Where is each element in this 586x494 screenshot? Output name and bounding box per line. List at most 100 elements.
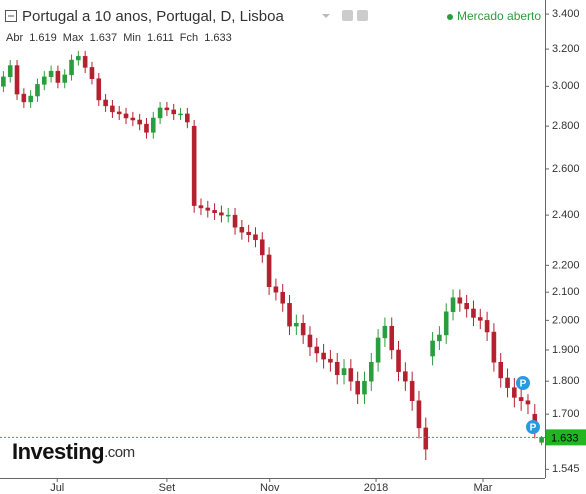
event-marker-label: P — [520, 379, 527, 390]
y-tick-label: 2.100 — [552, 286, 580, 298]
candle-body — [191, 125, 197, 206]
candle-body — [409, 380, 415, 401]
candle-body — [150, 117, 156, 133]
y-tick-label: 1.900 — [552, 344, 580, 356]
candle-body — [477, 317, 483, 321]
candle-body — [123, 113, 129, 119]
candle-body — [116, 111, 122, 115]
candle-body — [539, 437, 544, 443]
candle-body — [157, 107, 163, 119]
x-tick-label: Set — [159, 482, 176, 494]
price-label: 1.633 — [551, 432, 579, 444]
candle-body — [443, 311, 449, 336]
candle-body — [450, 297, 456, 313]
y-tick-label: 3.400 — [552, 8, 580, 20]
status-dot — [447, 14, 453, 20]
candle-body — [389, 325, 395, 351]
candle-body — [491, 331, 497, 363]
y-tick-label: 1.700 — [552, 408, 580, 420]
candle-body — [294, 323, 299, 327]
candle-body — [69, 59, 74, 76]
candle-body — [96, 78, 102, 101]
y-tick-label: 2.600 — [552, 163, 580, 175]
ohlc-value: 1.619 — [29, 32, 57, 44]
ohlc-label: Fch — [180, 32, 198, 44]
candle-body — [253, 234, 258, 240]
watermark: Investing.com — [12, 439, 135, 464]
candle-body — [212, 210, 217, 213]
price-label-box — [546, 429, 586, 446]
candle-body — [28, 95, 33, 103]
candle-body — [103, 99, 108, 107]
candle-body — [246, 231, 251, 235]
candle-body — [1, 76, 6, 87]
candle-body — [273, 286, 279, 293]
ohlc-legend: Abr 1.619 Max 1.637 Min 1.611 Fch 1.633 — [6, 32, 232, 44]
candle-body — [266, 254, 272, 287]
ohlc-label: Min — [123, 32, 141, 44]
candle-body — [512, 387, 517, 398]
candle-body — [437, 334, 442, 342]
candle-body — [171, 109, 177, 115]
dropdown-arrow[interactable] — [322, 14, 330, 18]
candle-body — [41, 76, 47, 85]
candle-body — [7, 65, 13, 78]
candle-body — [205, 207, 211, 211]
x-tick-label: Jul — [50, 482, 64, 494]
candle-body — [314, 346, 320, 354]
ohlc-value: 1.633 — [204, 32, 232, 44]
market-status: Mercado aberto — [457, 9, 541, 23]
candle-body — [355, 380, 360, 395]
candle-body — [375, 337, 381, 363]
event-marker-label: P — [530, 423, 537, 434]
settings-icon[interactable] — [357, 10, 368, 21]
candle-body — [35, 84, 40, 97]
x-tick-label: Mar — [474, 482, 493, 494]
candle-body — [21, 93, 27, 103]
candle-body — [416, 400, 422, 429]
candle-body — [137, 119, 142, 125]
candle-body — [225, 214, 231, 217]
x-tick-label: Nov — [260, 482, 280, 494]
candle-body — [76, 56, 81, 61]
candle-body — [287, 303, 292, 327]
x-tick-label: 2018 — [364, 482, 388, 494]
ohlc-label: Max — [63, 32, 84, 44]
candle-body — [144, 123, 149, 133]
candle-body — [219, 212, 224, 216]
candle-body — [280, 291, 286, 304]
y-tick-label: 3.200 — [552, 43, 580, 55]
event-marker — [526, 420, 540, 434]
candle-body — [110, 105, 115, 113]
y-tick-label: 2.000 — [552, 314, 580, 326]
ohlc-value: 1.611 — [147, 32, 174, 44]
candle-body — [423, 427, 429, 450]
candle-body — [185, 113, 190, 123]
candle-body — [505, 377, 510, 388]
candle-body — [341, 368, 347, 376]
candle-body — [89, 67, 95, 79]
candle-body — [82, 56, 88, 68]
candle-body — [498, 361, 504, 379]
settings-icon[interactable] — [342, 10, 353, 21]
candle-body — [55, 70, 61, 83]
candle-body — [471, 308, 476, 318]
candle-body — [239, 227, 245, 233]
event-marker — [516, 376, 530, 390]
candle-body — [518, 397, 524, 401]
candle-body — [130, 117, 136, 121]
candle-body — [430, 340, 435, 357]
y-tick-label: 3.000 — [552, 80, 580, 92]
ohlc-label: Abr — [6, 32, 23, 44]
candle-body — [48, 70, 54, 78]
candle-body — [62, 74, 68, 83]
candle-body — [232, 214, 238, 228]
y-tick-label: 1.545 — [552, 463, 580, 475]
candle-body — [259, 239, 265, 256]
chart-title: Portugal a 10 anos, Portugal, D, Lisboa — [22, 8, 284, 25]
candle-body — [300, 323, 306, 336]
candle-body — [362, 380, 367, 395]
candle-body — [484, 320, 490, 333]
